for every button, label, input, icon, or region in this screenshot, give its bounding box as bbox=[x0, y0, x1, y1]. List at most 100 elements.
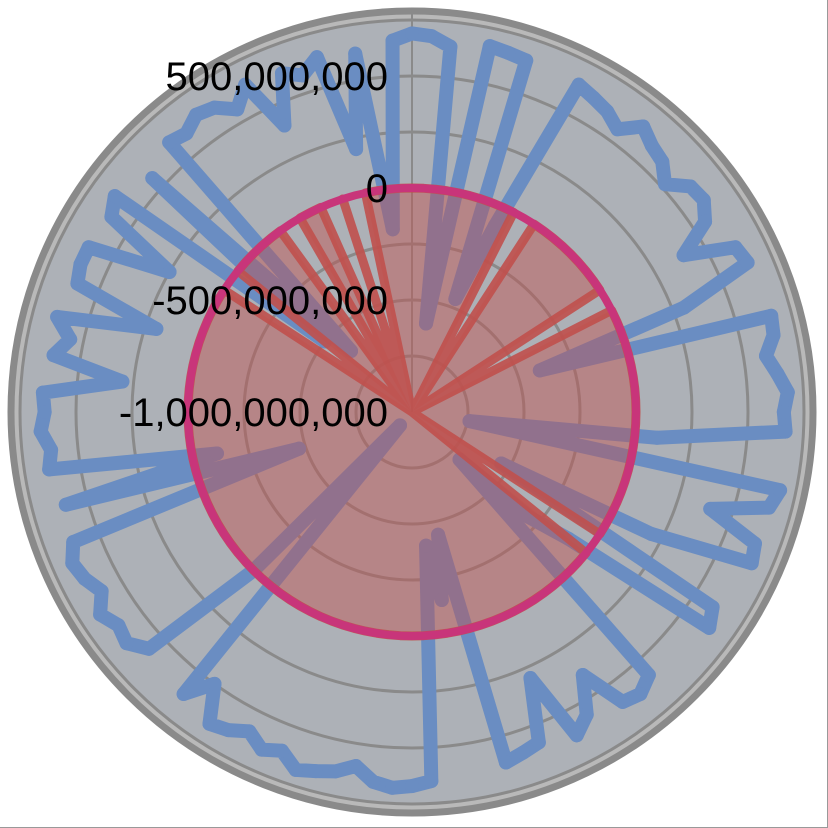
series-blue-point bbox=[448, 292, 463, 307]
series-blue-point bbox=[571, 77, 586, 92]
series-blue-point bbox=[35, 385, 50, 400]
series-blue-point bbox=[292, 441, 307, 456]
series-blue-point bbox=[107, 189, 122, 204]
series-blue-point bbox=[46, 348, 61, 363]
series-blue-point bbox=[385, 33, 400, 48]
series-blue-point bbox=[149, 321, 164, 336]
series-blue-point bbox=[501, 45, 516, 60]
series-blue-point bbox=[780, 385, 795, 400]
series-blue-point bbox=[515, 745, 530, 760]
series-blue-point bbox=[328, 764, 343, 779]
series-blue-point bbox=[728, 240, 743, 255]
series-blue-point bbox=[579, 707, 594, 722]
series-blue-point bbox=[766, 328, 781, 343]
tick-label-neg-500m: -500,000,000 bbox=[152, 279, 388, 323]
series-blue-point bbox=[498, 755, 513, 770]
series-blue-point bbox=[309, 50, 324, 65]
series-blue-point bbox=[288, 762, 303, 777]
series-blue-point bbox=[462, 414, 477, 429]
tick-label-0: 0 bbox=[366, 167, 388, 211]
series-blue-point bbox=[683, 179, 698, 194]
series-blue-point bbox=[277, 118, 292, 133]
series-blue-point bbox=[482, 39, 497, 54]
tick-label-500m: 500,000,000 bbox=[166, 55, 388, 99]
series-blue-point bbox=[487, 218, 502, 233]
series-blue-point bbox=[162, 135, 177, 150]
series-blue-point bbox=[443, 39, 458, 54]
series-blue-point bbox=[434, 593, 449, 608]
series-blue-point bbox=[650, 430, 665, 445]
series-blue-point bbox=[698, 214, 713, 229]
series-blue-point bbox=[104, 209, 119, 224]
series-blue-point bbox=[189, 107, 204, 122]
series-blue-point bbox=[385, 780, 400, 795]
series-blue-point bbox=[658, 177, 673, 192]
series-blue-point bbox=[610, 122, 625, 137]
series-blue-point bbox=[37, 405, 52, 419]
series-blue-point bbox=[33, 424, 48, 439]
series-blue-point bbox=[221, 723, 236, 738]
series-blue-point bbox=[119, 636, 134, 651]
series-blue-point bbox=[633, 687, 648, 702]
series-blue-point bbox=[254, 742, 269, 757]
series-blue-point bbox=[230, 102, 245, 117]
series-pink-line bbox=[184, 184, 640, 640]
series-blue-point bbox=[519, 53, 534, 68]
series-blue-point bbox=[308, 764, 323, 779]
series-blue-point bbox=[644, 527, 659, 542]
series-blue-point bbox=[758, 348, 773, 363]
series-blue-point bbox=[747, 536, 762, 551]
series-blue-point bbox=[348, 758, 363, 773]
series-blue-point bbox=[740, 255, 755, 270]
series-blue-point bbox=[141, 641, 156, 656]
series-blue-point bbox=[242, 724, 257, 739]
series-blue-point bbox=[523, 671, 538, 686]
series-blue-point bbox=[385, 222, 400, 237]
series-blue-point bbox=[641, 668, 656, 683]
series-blue-point bbox=[274, 66, 289, 81]
series-blue-point bbox=[202, 716, 217, 731]
series-blue-point bbox=[73, 257, 88, 272]
series-blue-point bbox=[531, 735, 546, 750]
series-blue-point bbox=[764, 308, 779, 323]
series-blue-point bbox=[348, 46, 363, 61]
series-blue-point bbox=[94, 584, 109, 599]
series-blue-point bbox=[424, 774, 439, 789]
series-blue-point bbox=[770, 366, 785, 381]
series-blue-point bbox=[776, 405, 791, 419]
series-blue-point bbox=[676, 248, 691, 263]
series-blue-point bbox=[93, 607, 108, 622]
series-blue-point bbox=[762, 500, 777, 515]
series-blue-point bbox=[600, 104, 615, 119]
series-blue-point bbox=[644, 138, 659, 153]
series-blue-point bbox=[77, 571, 92, 586]
series-blue-point bbox=[115, 374, 130, 389]
series-blue-point bbox=[405, 779, 419, 794]
series-blue-point bbox=[366, 774, 381, 789]
series-blue-point bbox=[615, 694, 630, 709]
series-blue-point bbox=[42, 462, 57, 477]
series-blue-point bbox=[176, 687, 191, 702]
series-blue-point bbox=[209, 446, 224, 461]
series-blue-point bbox=[569, 728, 584, 743]
series-blue-point bbox=[238, 77, 253, 92]
series-blue-point bbox=[636, 119, 651, 134]
series-blue-point bbox=[705, 600, 720, 615]
series-blue-point bbox=[179, 126, 194, 141]
series-blue-point bbox=[65, 556, 80, 571]
series-blue-point bbox=[676, 300, 691, 315]
series-blue-point bbox=[70, 276, 85, 291]
series-blue-point bbox=[431, 527, 446, 542]
series-blue-point bbox=[44, 442, 59, 457]
series-blue-point bbox=[424, 29, 439, 44]
series-blue-point bbox=[419, 316, 434, 331]
series-blue-point bbox=[586, 90, 601, 105]
series-blue-point bbox=[207, 676, 222, 691]
series-blue-point bbox=[532, 363, 547, 378]
series-blue-point bbox=[393, 418, 408, 433]
series-blue-point bbox=[419, 538, 434, 553]
series-blue-point bbox=[655, 154, 670, 169]
series-blue-point bbox=[744, 556, 759, 571]
series-blue-point bbox=[773, 483, 788, 498]
